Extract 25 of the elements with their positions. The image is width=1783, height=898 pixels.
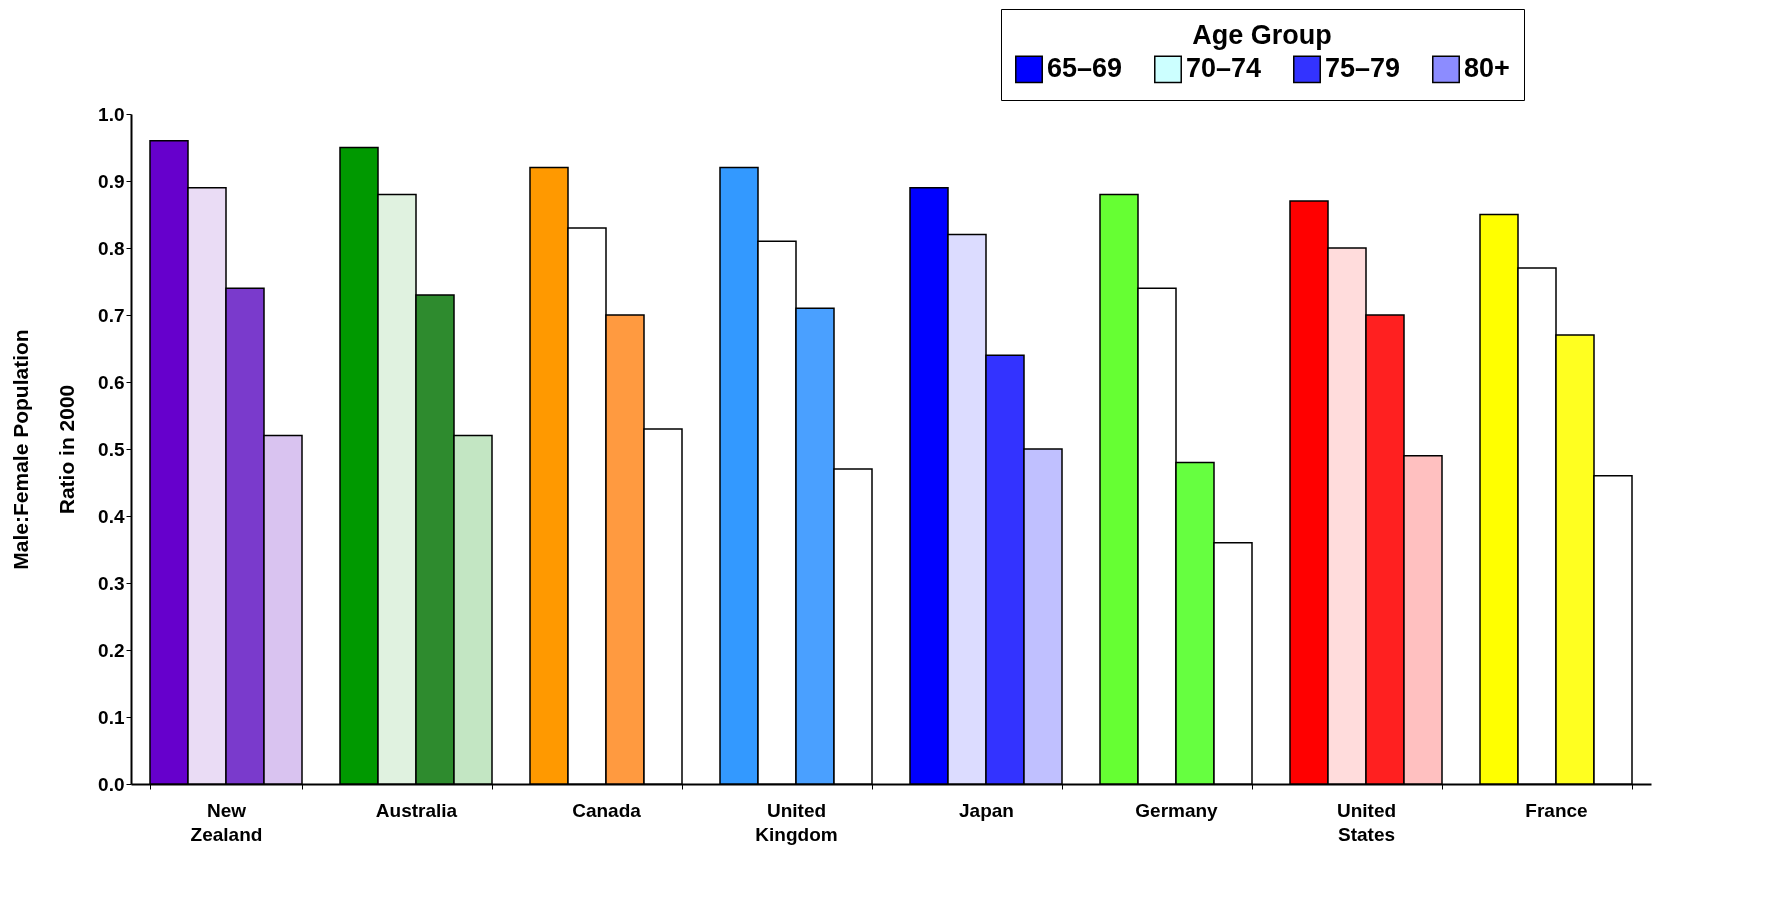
x-tick-label: France [1525,799,1588,821]
x-tick-label: Australia [375,799,458,821]
legend-label: 70–74 [1186,53,1262,84]
y-tick-label: 0.1 [98,706,125,728]
y-tick-label: 0.7 [98,304,125,326]
y-tick-label: 0.9 [98,170,125,192]
y-tick-label: 0.8 [98,237,125,259]
y-axis-title: Male:Female Population Ratio in 2000 [9,329,79,570]
y-tick-label: 0.3 [98,572,125,594]
y-tick-label: 0.2 [98,639,125,661]
legend-label: 65–69 [1047,53,1123,84]
y-tick-label: 0.5 [98,438,125,460]
y-tick-label: 0.6 [98,371,125,393]
x-tick-label: New Zealand [190,799,263,845]
legend-label: 75–79 [1325,53,1401,84]
y-tick-label: 0.0 [98,773,125,795]
x-tick-label: Japan [959,799,1014,821]
x-tick-label: Canada [572,799,642,821]
legend-title: Age Group [1192,20,1332,50]
x-tick-label: United Kingdom [755,799,838,845]
x-tick-label: Germany [1135,799,1219,821]
y-tick-label: 1.0 [98,103,125,125]
x-tick-label: United States [1336,799,1397,845]
y-tick-label: 0.4 [98,505,125,527]
legend-label: 80+ [1464,53,1510,84]
